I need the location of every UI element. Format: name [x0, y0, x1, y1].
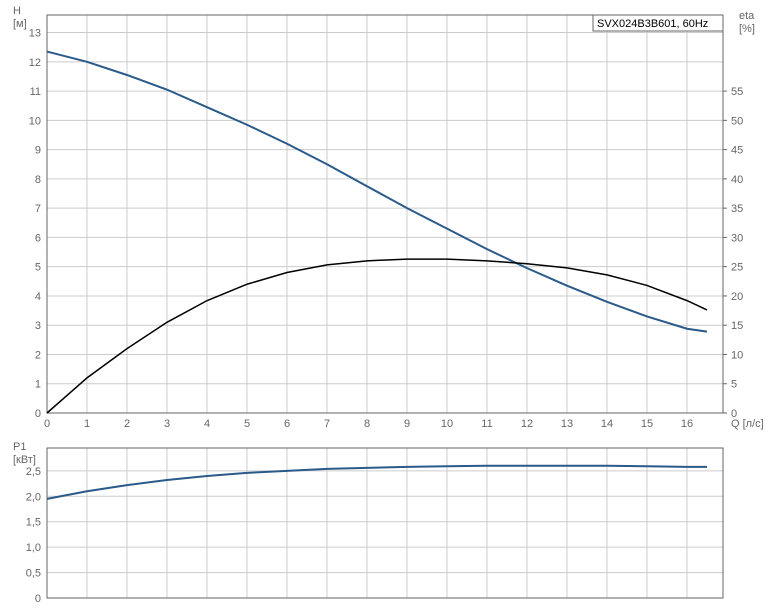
y-left-tick-label: 6 [35, 232, 41, 244]
y-left-tick-label: 0 [35, 408, 41, 420]
head-curve [47, 52, 707, 332]
y-left-tick-label: 11 [30, 86, 41, 98]
x-tick-label: 9 [404, 418, 410, 430]
y-left-tick-label: 12 [29, 57, 41, 69]
y-right-tick-label: 55 [731, 86, 743, 98]
y-left-tick-label: 3 [35, 320, 41, 332]
y-right-tick-label: 40 [731, 174, 743, 186]
y-left-tick-label: 1 [35, 379, 41, 391]
x-tick-label: 10 [441, 418, 453, 430]
y-left-tick-label: 8 [35, 174, 41, 186]
y-right-tick-label: 50 [731, 115, 743, 127]
y-left-label-1: H [13, 5, 21, 17]
y-right-tick-label: 35 [731, 203, 743, 215]
y-left-tick-label: 5 [35, 262, 41, 274]
y-right-tick-label: 25 [731, 262, 743, 274]
x-tick-label: 2 [124, 418, 130, 430]
y-label-2: [кВт] [13, 454, 36, 466]
y-left-tick-label: 4 [35, 291, 41, 303]
x-tick-label: 3 [164, 418, 170, 430]
y-right-tick-label: 5 [731, 379, 737, 391]
x-tick-label: 1 [84, 418, 90, 430]
x-tick-label: 4 [204, 418, 210, 430]
chart-title: SVX024B3B601, 60Hz [597, 18, 708, 30]
y-left-tick-label: 13 [29, 28, 41, 40]
y-right-tick-label: 15 [731, 320, 743, 332]
bottom-chart: 0 0,5 1,0 1,5 2,0 2,5 P1[кВт] [13, 441, 723, 605]
x-tick-label: 6 [284, 418, 290, 430]
x-tick-label: 5 [244, 418, 250, 430]
y-tick-label: 2,5 [26, 466, 41, 478]
x-tick-label: 0 [44, 418, 50, 430]
y-right-label-1: eta [739, 10, 755, 22]
y-left-label-2: [м] [13, 18, 27, 30]
y-left-tick-label: 7 [35, 203, 41, 215]
y-right-tick-label: 10 [731, 349, 743, 361]
y-left-tick-label: 2 [35, 349, 41, 361]
x-tick-label: 16 [681, 418, 693, 430]
y-tick-label: 2,0 [26, 491, 41, 503]
plot-border [47, 15, 723, 413]
x-axis-label: Q [л/с] [731, 418, 764, 430]
x-tick-label: 11 [481, 418, 492, 430]
pump-curve-chart: 0123456789101112131415160123456789101112… [0, 0, 774, 611]
y-tick-label: 1,0 [26, 542, 41, 554]
y-tick-label: 0,5 [26, 568, 41, 580]
y-right-tick-label: 20 [731, 291, 743, 303]
y-label-1: P1 [13, 441, 26, 453]
y-right-tick-label: 45 [731, 145, 743, 157]
y-right-label-2: [%] [739, 23, 755, 35]
x-tick-label: 13 [561, 418, 573, 430]
y-tick-label: 1,5 [26, 517, 41, 529]
efficiency-curve [47, 259, 707, 413]
y-tick-label: 0 [35, 593, 41, 605]
x-tick-label: 7 [324, 418, 330, 430]
y-right-tick-label: 30 [731, 232, 743, 244]
top-chart: 0123456789101112131415160123456789101112… [13, 5, 764, 430]
x-tick-label: 8 [364, 418, 370, 430]
x-tick-label: 15 [641, 418, 653, 430]
y-left-tick-label: 10 [29, 115, 41, 127]
y-left-tick-label: 9 [35, 145, 41, 157]
x-tick-label: 14 [601, 418, 613, 430]
x-tick-label: 12 [521, 418, 533, 430]
